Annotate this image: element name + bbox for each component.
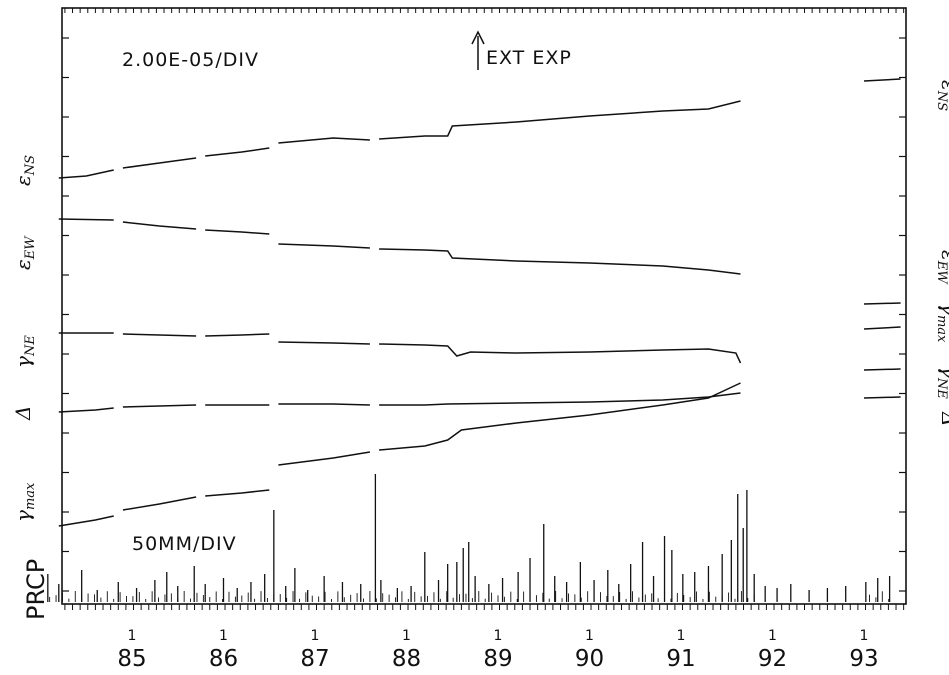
x-tick-label: 87: [300, 646, 329, 672]
x-tick-prefix: 1: [585, 628, 594, 644]
series-ens-segment: [205, 147, 270, 157]
right-label-gmax: γmax: [934, 303, 949, 343]
series-ens-segment: [58, 169, 114, 179]
x-tick-prefix: 1: [128, 628, 137, 644]
series-gmax-segment: [379, 382, 741, 451]
x-tick-label: 85: [117, 646, 146, 672]
x-tick-label: 86: [209, 646, 238, 672]
series-gne-segment: [379, 343, 742, 364]
right-label-delta: Δ: [937, 411, 949, 426]
series-eew-segment: [379, 248, 741, 275]
right-label-eew: εEW: [934, 250, 949, 285]
x-tick-label: 89: [483, 646, 512, 672]
x-tick-label: 92: [758, 646, 787, 672]
series-gne-segment: [278, 341, 370, 345]
strain-scale-label: 2.00E-05/DIV: [122, 49, 259, 71]
event-arrow-icon: [471, 30, 485, 45]
event-label: EXT EXP: [486, 47, 572, 69]
series-gne-segment: [863, 326, 901, 330]
series-gmax-segment: [122, 496, 197, 511]
x-tick-prefix: 1: [402, 628, 411, 644]
precipitation-bars: [47, 474, 891, 602]
x-tick-label: 93: [849, 646, 878, 672]
series-eew-segment: [205, 229, 270, 235]
series-delta-segment: [379, 392, 741, 406]
x-tick-prefix: 1: [768, 628, 777, 644]
series-eew-segment: [122, 221, 197, 230]
x-tick-label: 88: [392, 646, 421, 672]
left-label-gmax: γmax: [11, 482, 38, 522]
x-tick-prefix: 1: [860, 628, 869, 644]
series-gmax-segment: [863, 396, 901, 399]
left-label-ens: εNS: [11, 155, 38, 186]
series-eew-segment: [58, 218, 114, 221]
series-delta-segment: [863, 368, 901, 371]
left-label-gne: γNE: [11, 335, 38, 368]
series-delta-segment: [58, 407, 114, 413]
tick-marks: [62, 8, 906, 610]
left-label-eew: εEW: [11, 235, 38, 270]
strain-series: [58, 78, 901, 527]
x-axis-labels: 1 85 1 86 1 87 1 88 1 89 1 90 1 91 1 92 1 93: [117, 628, 878, 672]
series-gmax-segment: [205, 489, 270, 497]
series-ens-segment: [122, 157, 197, 169]
x-tick-prefix: 1: [219, 628, 228, 644]
right-label-gne: γNE: [934, 366, 949, 399]
x-tick-prefix: 1: [494, 628, 503, 644]
series-delta-segment: [278, 403, 370, 406]
series-eew-segment: [863, 302, 901, 305]
series-gmax-segment: [58, 515, 114, 527]
series-gne-segment: [122, 333, 197, 337]
series-ens-segment: [278, 137, 370, 144]
left-label-prcp: PRCP: [22, 559, 50, 620]
x-tick-label: 91: [666, 646, 695, 672]
precip-scale-label: 50MM/DIV: [132, 533, 237, 555]
plot-frame: [61, 7, 907, 605]
series-eew-segment: [278, 243, 370, 249]
left-label-delta: Δ: [11, 406, 35, 421]
x-tick-label: 90: [575, 646, 604, 672]
series-gmax-segment: [278, 451, 371, 466]
series-delta-segment: [122, 404, 197, 408]
series-ens-segment: [379, 100, 741, 140]
x-tick-prefix: 1: [311, 628, 320, 644]
series-gne-segment: [205, 333, 270, 337]
series-ens-segment: [863, 78, 901, 82]
right-label-ens: εNS: [934, 80, 949, 111]
x-tick-prefix: 1: [677, 628, 686, 644]
